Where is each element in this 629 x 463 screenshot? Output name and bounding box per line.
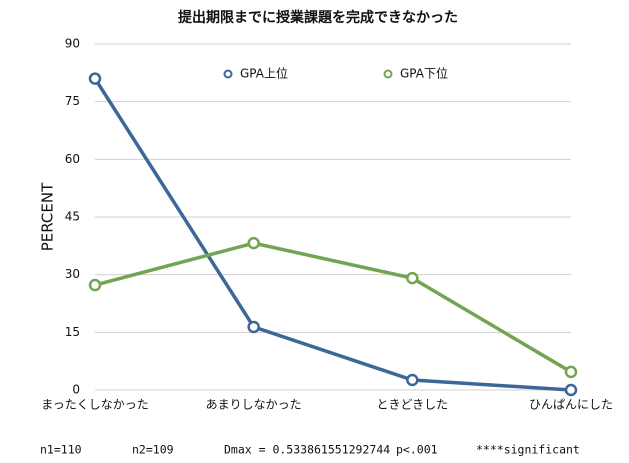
y-tick-label: 45 <box>65 210 80 224</box>
data-point <box>406 373 419 387</box>
footnote: p<.001 <box>396 443 438 457</box>
data-point <box>247 236 260 250</box>
x-tick-label: ときどきした <box>377 398 449 412</box>
data-point <box>88 72 102 85</box>
data-point <box>564 383 578 397</box>
y-axis-label: PERCENT <box>39 182 57 251</box>
data-point <box>247 320 260 334</box>
y-tick-label: 0 <box>72 383 80 397</box>
y-tick-label: 90 <box>65 37 80 51</box>
series-line <box>94 241 572 374</box>
chart-title: 提出期限までに授業課題を完成できなかった <box>178 9 458 26</box>
y-tick-label: 30 <box>65 267 80 281</box>
footnote: Dmax = 0.533861551292744 <box>224 443 390 457</box>
y-tick-label: 75 <box>65 94 80 108</box>
legend-label: GPA上位 <box>240 66 288 81</box>
footnote: ****significant <box>476 443 580 457</box>
legend-marker <box>223 69 233 79</box>
legend-label: GPA下位 <box>400 66 448 81</box>
series-line <box>93 77 572 392</box>
legend-marker <box>383 69 393 79</box>
footnote: n1=110 <box>40 443 82 457</box>
data-point <box>564 365 578 379</box>
x-tick-label: ひんぱんにした <box>529 398 613 412</box>
x-tick-label: まったくしなかった <box>41 398 149 412</box>
footnote: n2=109 <box>132 443 174 457</box>
x-tick-label: あまりしなかった <box>206 398 302 412</box>
data-point <box>88 278 102 292</box>
y-tick-label: 60 <box>65 152 80 166</box>
y-tick-label: 15 <box>65 325 80 339</box>
data-point <box>406 271 419 285</box>
